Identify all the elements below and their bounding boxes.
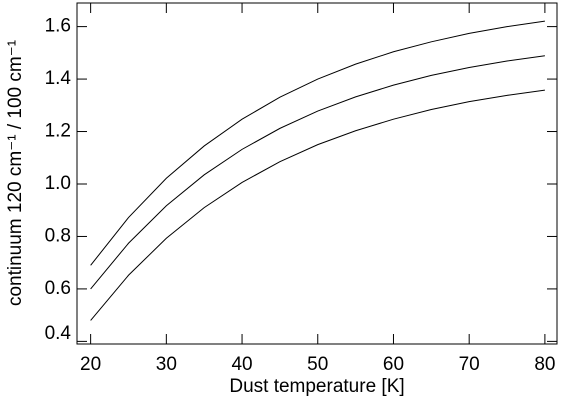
line-series <box>90 20 545 266</box>
y-tick-label: 1.0 <box>45 173 71 194</box>
x-tick-label: 20 <box>80 354 101 375</box>
line-series <box>90 89 545 321</box>
y-tick-label: 1.6 <box>45 16 71 37</box>
x-axis-label: Dust temperature [K] <box>229 376 404 397</box>
x-tick-label: 80 <box>534 354 555 375</box>
x-tick-label: 70 <box>459 354 480 375</box>
x-tick-label: 50 <box>307 354 328 375</box>
line-series <box>90 55 545 290</box>
x-tick-label: 40 <box>231 354 252 375</box>
y-tick-label: 0.8 <box>45 225 71 246</box>
x-tick-label: 30 <box>156 354 177 375</box>
y-tick-label: 0.4 <box>45 323 72 344</box>
x-tick-label: 60 <box>383 354 404 375</box>
plot-frame <box>76 2 558 345</box>
y-tick-label: 1.2 <box>45 121 71 142</box>
y-axis-label: continuum 120 cm⁻¹ / 100 cm⁻¹ <box>5 40 26 306</box>
y-tick-label: 0.6 <box>45 278 71 299</box>
y-tick-label: 1.4 <box>45 68 72 89</box>
